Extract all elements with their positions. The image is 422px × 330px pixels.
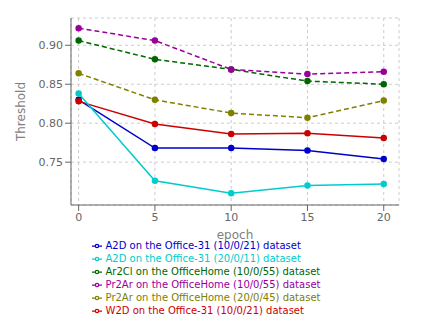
svg-text:epoch: epoch — [217, 228, 254, 242]
html-text:Pr2Ar on the OfficeHome (20/0/: Pr2Ar on the OfficeHome (20/0/45) datase… — [105, 292, 321, 303]
svg-text:0.90: 0.90 — [39, 39, 64, 52]
svg-text:20: 20 — [377, 211, 391, 224]
html-text:A2D on the Office-31 (20/0/11): A2D on the Office-31 (20/0/11) dataset — [105, 253, 301, 264]
html-text:Pr2Ar on the OfficeHome (10/0/: Pr2Ar on the OfficeHome (10/0/55) datase… — [105, 279, 321, 290]
svg-text:10: 10 — [224, 211, 238, 224]
svg-text:0: 0 — [75, 211, 82, 224]
svg-text:15: 15 — [300, 211, 314, 224]
html-text:A2D on the Office-31 (10/0/21): A2D on the Office-31 (10/0/21) dataset — [105, 240, 301, 251]
svg-text:5: 5 — [151, 211, 158, 224]
svg-text:0.85: 0.85 — [39, 78, 64, 91]
html-text:Ar2Cl on the OfficeHome (10/0/: Ar2Cl on the OfficeHome (10/0/55) datase… — [105, 266, 321, 277]
svg-text:0.75: 0.75 — [39, 156, 64, 169]
svg-text:0.80: 0.80 — [39, 117, 64, 130]
svg-text:Threshold: Threshold — [14, 82, 28, 142]
html-text:W2D on the Office-31 (10/0/21): W2D on the Office-31 (10/0/21) dataset — [105, 305, 304, 316]
